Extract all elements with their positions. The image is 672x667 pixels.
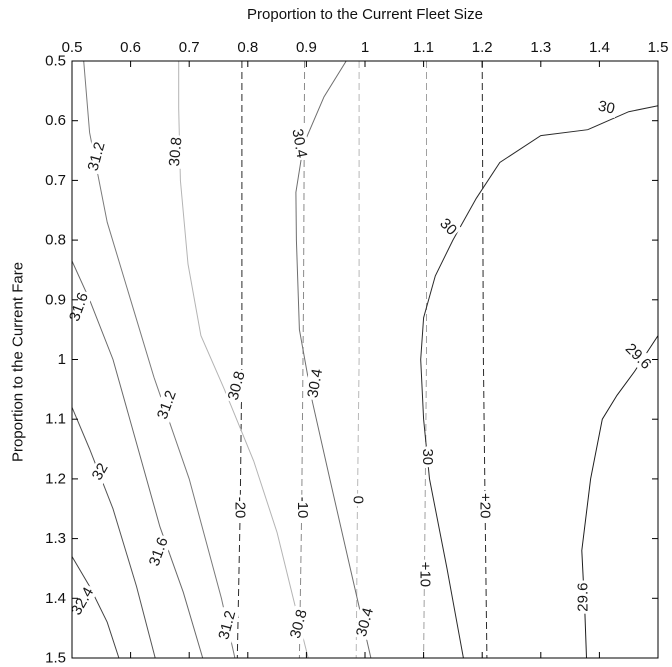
contour-line-1 bbox=[71, 407, 156, 659]
dashed-contour-1 bbox=[298, 60, 306, 659]
contour-label-2-1: 31.6 bbox=[146, 535, 172, 568]
contour-line-7 bbox=[581, 335, 659, 659]
x-tick-label-0: 0.5 bbox=[62, 39, 83, 56]
label-gap-s4-2 bbox=[286, 605, 312, 643]
contour-label-3-2: 31.2 bbox=[215, 609, 239, 642]
label-gap-d2-0 bbox=[349, 493, 367, 506]
contour-label-4-1: 30.8 bbox=[225, 369, 249, 402]
x-axis-title: Proportion to the Current Fleet Size bbox=[247, 6, 483, 23]
dashed-contour-label-3-0: +10 bbox=[416, 562, 433, 587]
label-gap-s7-0 bbox=[620, 338, 656, 375]
x-tick-label-5: 1 bbox=[361, 39, 369, 56]
axes: 0.5 0.6 0.7 0.8 0.9 1 1.1 1.2 1.3 1.4 1.5 0.5 0.6 0.7… bbox=[45, 39, 668, 667]
y-tick-label-0: 0.5 bbox=[45, 53, 66, 70]
label-gap-d4-0 bbox=[476, 491, 494, 521]
label-gap-s2-1 bbox=[145, 533, 173, 571]
label-gap-d1-0 bbox=[293, 494, 311, 521]
label-gap-s3-0 bbox=[84, 138, 110, 175]
label-gap-s6-1 bbox=[434, 213, 462, 241]
contour-label-3-1: 31.2 bbox=[154, 388, 180, 421]
dashed-contour-2 bbox=[355, 61, 360, 659]
label-gap-d3-0 bbox=[416, 559, 434, 590]
contour-label-4-0: 30.8 bbox=[166, 136, 185, 167]
label-gap-s6-0 bbox=[594, 97, 619, 119]
label-gap-s1-0 bbox=[87, 458, 113, 485]
contour-label-4-2: 30.8 bbox=[287, 608, 311, 641]
contour-label-5-2: 30.4 bbox=[353, 606, 377, 639]
contour-label-2-0: 31.6 bbox=[66, 290, 92, 323]
x-tick-label-6: 1.1 bbox=[413, 39, 434, 56]
contour-label-6-1: 30 bbox=[436, 215, 460, 239]
dashed-contour-label-1-0: -10 bbox=[294, 497, 311, 519]
contour-label-3-0: 31.2 bbox=[85, 140, 109, 173]
y-tick-label-1: 0.6 bbox=[45, 112, 66, 129]
y-tick-label-8: 1.3 bbox=[45, 530, 66, 547]
x-tick-label-7: 1.2 bbox=[472, 39, 493, 56]
y-tick-label-9: 1.4 bbox=[45, 590, 66, 607]
y-tick-label-7: 1.2 bbox=[45, 470, 66, 487]
contour-line-6 bbox=[420, 105, 659, 659]
x-tick-label-2: 0.7 bbox=[179, 39, 200, 56]
contour-label-7-1: 29.6 bbox=[574, 583, 591, 612]
y-tick-label-3: 0.8 bbox=[45, 232, 66, 249]
label-gap-s6-2 bbox=[419, 446, 437, 468]
label-gap-s5-2 bbox=[352, 603, 378, 641]
contour-label-5-1: 30.4 bbox=[304, 368, 326, 400]
x-tick-label-10: 1.5 bbox=[648, 39, 669, 56]
dashed-contour-0 bbox=[236, 61, 243, 659]
contour-line-4 bbox=[178, 61, 309, 659]
contour-label-6-0: 30 bbox=[597, 98, 617, 118]
x-tick-label-4: 0.9 bbox=[296, 39, 317, 56]
dashed-contour-label-4-0: +20 bbox=[477, 493, 494, 518]
label-gap-d0-0 bbox=[231, 494, 249, 521]
y-tick-label-10: 1.5 bbox=[45, 650, 66, 667]
label-gap-s7-1 bbox=[574, 580, 592, 614]
contour-label-6-2: 30 bbox=[419, 448, 436, 465]
label-gap-s5-0 bbox=[288, 125, 311, 162]
contour-line-5 bbox=[295, 60, 372, 659]
y-tick-label-2: 0.7 bbox=[45, 172, 66, 189]
label-gap-s5-1 bbox=[303, 365, 327, 402]
label-gap-s3-1 bbox=[153, 386, 181, 424]
x-tick-label-8: 1.3 bbox=[530, 39, 551, 56]
contour-label-5-0: 30.4 bbox=[288, 128, 310, 160]
y-tick-label-6: 1.1 bbox=[45, 411, 66, 428]
x-tick-label-9: 1.4 bbox=[589, 39, 610, 56]
contour-line-0 bbox=[71, 556, 120, 659]
label-gap-s4-1 bbox=[224, 367, 250, 405]
dashed-contour-label-2-0: 0 bbox=[349, 496, 366, 504]
contour-label-1-0: 32 bbox=[89, 460, 112, 483]
dashed-contour-4 bbox=[481, 60, 488, 659]
x-tick-label-1: 0.6 bbox=[120, 39, 141, 56]
y-tick-label-5: 1 bbox=[58, 351, 66, 368]
label-gap-s0-0 bbox=[66, 582, 99, 620]
dashed-contour-label-0-0: -20 bbox=[232, 497, 249, 519]
y-tick-label-4: 0.9 bbox=[45, 291, 66, 308]
contour-labels: -20 -10 0+10+2032.43231.631.631.231.231.23… bbox=[65, 97, 656, 644]
x-tick-label-3: 0.8 bbox=[237, 39, 258, 56]
label-gap-s4-0 bbox=[165, 134, 186, 170]
label-gap-s3-2 bbox=[214, 606, 240, 644]
